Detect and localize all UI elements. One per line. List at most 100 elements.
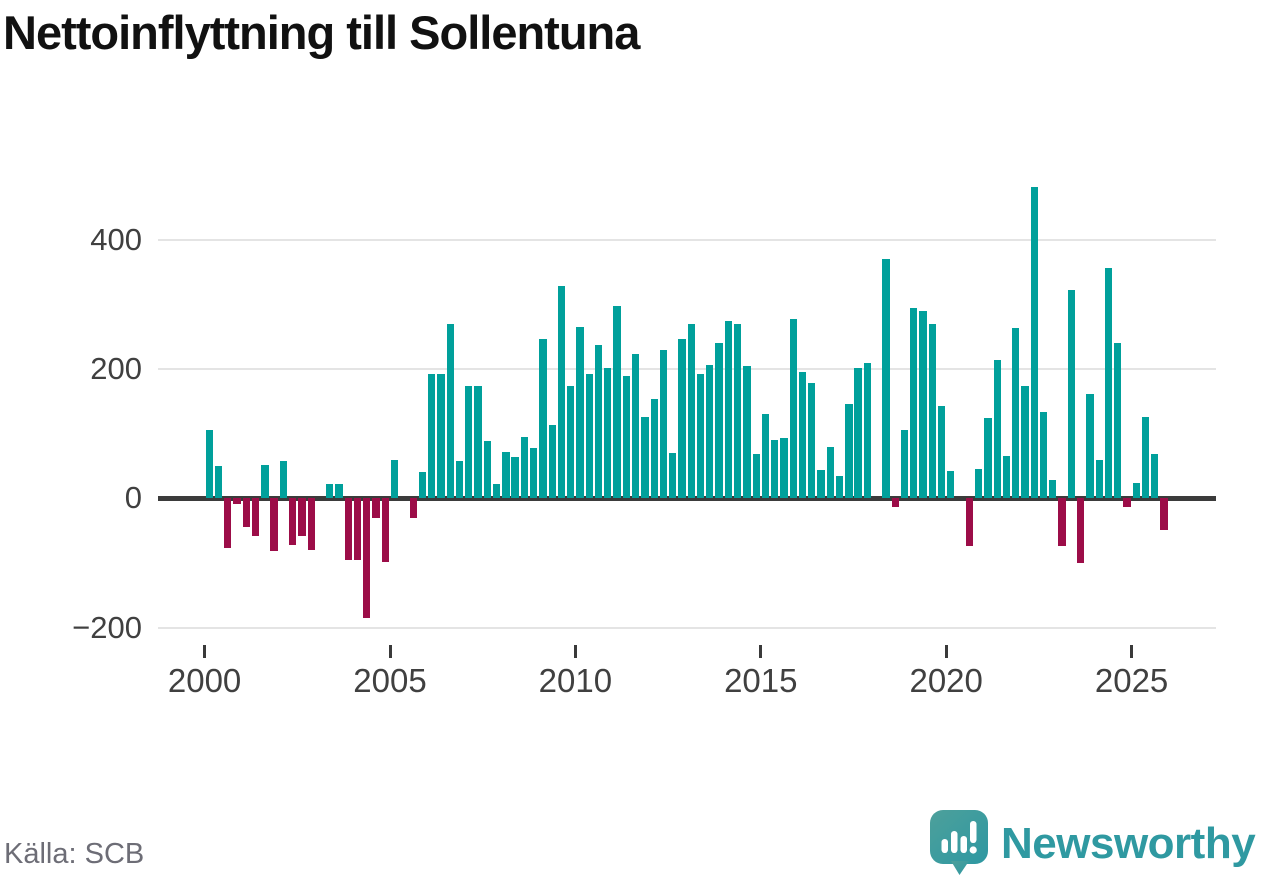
bar-2001-q4	[270, 498, 278, 551]
bar-2000-q3	[224, 498, 232, 549]
bar-2000-q2	[214, 466, 223, 499]
bar-2022-q2	[1030, 186, 1038, 499]
bar-2007-q2	[474, 385, 482, 499]
bar-2001-q2	[251, 498, 260, 536]
y-axis-label: 200	[90, 351, 142, 386]
bar-2025-q2	[1141, 416, 1150, 499]
bar-2019-q3	[928, 323, 936, 499]
bar-2013-q4	[715, 343, 723, 499]
y-axis-label: −200	[72, 610, 142, 645]
bar-2009-q3	[557, 286, 566, 499]
x-axis-tick	[203, 645, 207, 658]
bar-2021-q3	[1002, 456, 1011, 499]
source-note: Källa: SCB	[4, 838, 145, 870]
bar-2015-q1	[761, 413, 770, 499]
x-axis-tick	[759, 645, 763, 658]
logo-speech-bubble-icon	[930, 810, 988, 875]
bar-2019-q1	[910, 308, 918, 499]
bar-2011-q1	[613, 306, 621, 499]
bar-2011-q4	[641, 416, 649, 499]
bar-2023-q1	[1058, 498, 1066, 547]
bar-2008-q2	[511, 456, 519, 499]
bar-2025-q1	[1132, 482, 1140, 499]
x-axis-label: 2015	[724, 662, 798, 699]
bar-2016-q4	[826, 446, 834, 499]
x-axis-tick	[573, 645, 577, 658]
bar-2024-q4	[1123, 498, 1131, 507]
y-axis-label: 400	[90, 222, 142, 257]
bar-2020-q4	[974, 469, 983, 499]
bar-2016-q3	[817, 469, 825, 499]
bar-2016-q2	[808, 382, 816, 499]
gridline-400	[158, 239, 1216, 241]
x-axis-label: 2005	[353, 662, 427, 699]
bar-2015-q2	[771, 439, 779, 499]
bar-2022-q3	[1039, 411, 1048, 499]
bar-2003-q2	[326, 484, 334, 499]
bar-2009-q4	[567, 385, 575, 499]
bar-2002-q2	[289, 498, 297, 545]
bar-2004-q1	[353, 498, 362, 561]
bar-2012-q2	[659, 349, 668, 499]
bar-2004-q3	[372, 498, 380, 519]
bar-2025-q4	[1160, 498, 1168, 530]
bar-2004-q4	[381, 498, 390, 563]
bar-2010-q4	[604, 367, 612, 499]
x-axis-tick	[944, 645, 948, 658]
bar-2008-q3	[520, 436, 529, 499]
bar-2016-q1	[798, 372, 807, 499]
bar-2015-q3	[780, 437, 788, 499]
bar-2020-q1	[947, 470, 955, 499]
logo-wordmark: Newsworthy	[1001, 819, 1256, 868]
bar-2021-q1	[984, 418, 992, 499]
zero-axis-line	[158, 496, 1216, 501]
bar-2000-q1	[205, 429, 213, 499]
bar-2018-q4	[900, 429, 909, 499]
bar-2008-q4	[530, 447, 538, 499]
bar-2024-q3	[1114, 343, 1122, 499]
x-axis-tick	[388, 645, 392, 658]
bar-2003-q3	[335, 484, 343, 499]
bar-2023-q2	[1067, 290, 1075, 499]
bar-2006-q1	[428, 373, 436, 499]
bar-2006-q2	[437, 374, 445, 499]
bar-2012-q1	[650, 399, 658, 499]
bar-2005-q4	[418, 471, 427, 499]
bar-2015-q4	[789, 318, 797, 499]
bar-2014-q4	[752, 453, 760, 499]
bar-2013-q1	[687, 323, 695, 499]
x-axis-label: 2010	[538, 662, 613, 699]
bar-2017-q3	[854, 368, 862, 499]
bar-2010-q1	[576, 327, 584, 499]
bar-2017-q4	[863, 363, 872, 499]
bar-2004-q2	[363, 498, 371, 618]
bar-2001-q1	[242, 498, 250, 527]
bar-2018-q2	[882, 259, 890, 499]
x-axis-tick	[1130, 645, 1134, 658]
bar-2011-q2	[622, 375, 631, 499]
bar-2022-q4	[1049, 480, 1057, 499]
bar-2014-q2	[733, 324, 742, 499]
bar-2022-q1	[1021, 385, 1029, 499]
bar-2006-q3	[446, 323, 454, 499]
bar-2005-q1	[390, 460, 399, 499]
bar-2002-q1	[279, 461, 288, 499]
bar-2023-q4	[1086, 393, 1094, 499]
bar-2009-q2	[548, 425, 556, 499]
bar-2005-q3	[409, 498, 417, 519]
bar-2013-q2	[696, 374, 705, 499]
bar-2007-q4	[492, 484, 501, 499]
bar-2013-q3	[706, 365, 714, 499]
bar-2019-q2	[919, 310, 927, 499]
bar-2001-q3	[261, 465, 269, 499]
bar-2014-q1	[724, 320, 733, 499]
bar-2000-q4	[233, 498, 241, 505]
bar-2023-q3	[1076, 498, 1085, 563]
bar-2007-q1	[465, 385, 473, 499]
gridline--200	[158, 627, 1216, 629]
bar-2024-q1	[1095, 459, 1103, 499]
x-axis-label: 2020	[909, 662, 983, 699]
bar-2009-q1	[539, 338, 547, 499]
